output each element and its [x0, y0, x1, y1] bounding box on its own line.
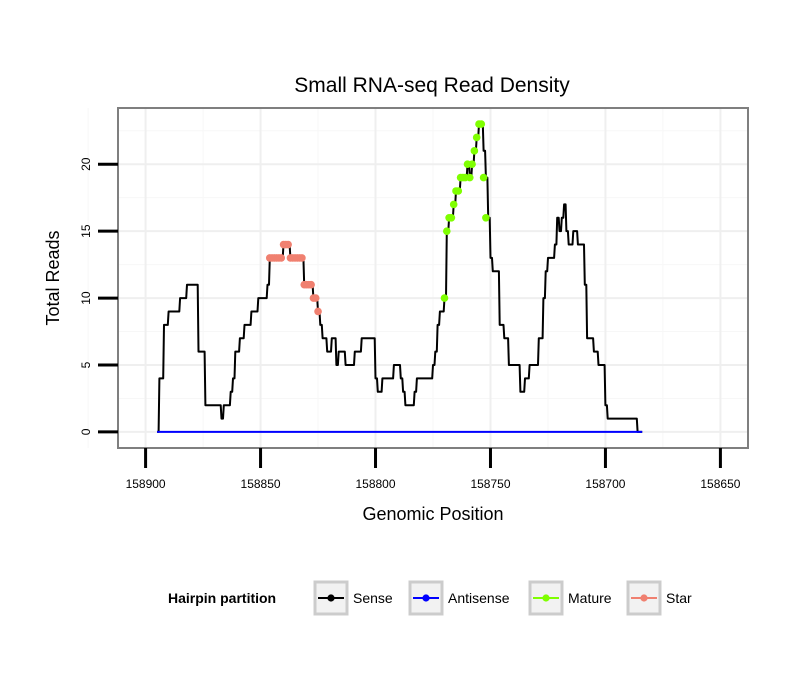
- x-tick-label: 158800: [355, 477, 395, 491]
- plot-panel: [87, 107, 749, 449]
- legend-entry-star: Star: [626, 580, 692, 616]
- series-mature-point: [447, 213, 456, 222]
- chart-title: Small RNA-seq Read Density: [294, 74, 570, 97]
- legend-label: Sense: [353, 590, 393, 606]
- series-mature-point: [440, 294, 449, 302]
- y-tick-label: 10: [79, 291, 93, 305]
- legend-label: Mature: [568, 590, 612, 606]
- x-tick-label: 158850: [241, 477, 281, 491]
- x-tick-label: 158650: [700, 477, 740, 491]
- series-mature-point: [477, 120, 486, 128]
- series-star-point: [284, 240, 292, 249]
- series-layer: [157, 120, 643, 433]
- y-axis: 0 5 10 15 20: [79, 157, 118, 435]
- legend-entry-mature: Mature: [528, 580, 612, 616]
- series-star-point: [311, 294, 320, 302]
- x-tick-label: 158900: [126, 477, 166, 491]
- x-axis: 158900 158850 158800 158750 158700 158650: [126, 448, 741, 491]
- y-tick-label: 0: [79, 428, 93, 435]
- series-mature-point: [482, 213, 490, 222]
- series-mature-point: [479, 173, 488, 182]
- series-star-point: [307, 280, 315, 289]
- series-sense-line: [157, 123, 643, 433]
- legend-entry-sense: Sense: [313, 580, 393, 616]
- series-mature: [440, 120, 490, 302]
- y-tick-label: 5: [79, 361, 93, 368]
- y-tick-label: 15: [79, 224, 93, 238]
- legend: Hairpin partition Sense Antisense Mature St…: [168, 580, 692, 616]
- legend-key-point: [422, 594, 430, 602]
- legend-label: Antisense: [448, 590, 510, 606]
- series-mature-point: [454, 187, 463, 195]
- series-star: [265, 240, 322, 316]
- legend-key-point: [542, 594, 550, 602]
- x-tick-label: 158700: [585, 477, 625, 491]
- legend-entry-antisense: Antisense: [408, 580, 510, 616]
- legend-title: Hairpin partition: [168, 590, 276, 606]
- x-tick-label: 158750: [470, 477, 510, 491]
- y-tick-label: 20: [79, 157, 93, 171]
- y-axis-title: Total Reads: [43, 230, 63, 325]
- series-star-point: [298, 254, 306, 262]
- series-mature-point: [472, 133, 481, 142]
- series-mature-point: [449, 200, 458, 209]
- series-mature-point: [442, 227, 451, 235]
- legend-label: Star: [666, 590, 692, 606]
- legend-key-point: [640, 594, 648, 602]
- series-star-point: [314, 307, 322, 316]
- series-star-point: [277, 254, 286, 262]
- legend-key-point: [327, 594, 335, 602]
- series-mature-point: [468, 160, 476, 169]
- panel-border: [117, 107, 749, 449]
- series-mature-point: [470, 147, 479, 155]
- series-mature-point: [465, 173, 474, 182]
- x-axis-title: Genomic Position: [362, 504, 503, 524]
